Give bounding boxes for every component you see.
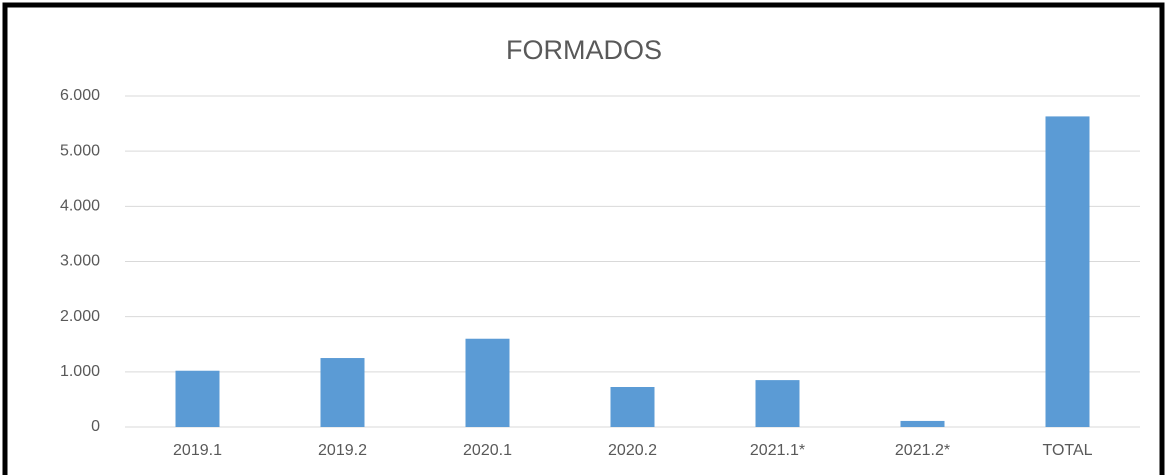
y-tick-label: 0 (91, 418, 100, 435)
y-tick-label: 6.000 (60, 87, 100, 104)
bar (465, 338, 510, 427)
y-tick-label: 2.000 (60, 308, 100, 325)
y-tick-label: 3.000 (60, 253, 100, 270)
bar (900, 420, 945, 427)
x-tick-label: 2020.2 (608, 442, 657, 459)
y-tick-label: 4.000 (60, 198, 100, 215)
bar (1045, 116, 1090, 427)
y-tick-label: 5.000 (60, 142, 100, 159)
x-tick-label: 2019.1 (173, 442, 222, 459)
bar (755, 380, 800, 427)
y-tick-label: 1.000 (60, 363, 100, 380)
bar (320, 358, 365, 427)
x-tick-label: 2021.1* (750, 442, 805, 459)
bar (175, 370, 220, 427)
x-tick-label: 2020.1 (463, 442, 512, 459)
chart-title: FORMADOS (506, 35, 662, 65)
x-tick-label: TOTAL (1042, 442, 1092, 459)
x-tick-label: 2019.2 (318, 442, 367, 459)
x-tick-label: 2021.2* (895, 442, 950, 459)
bar (610, 387, 655, 427)
